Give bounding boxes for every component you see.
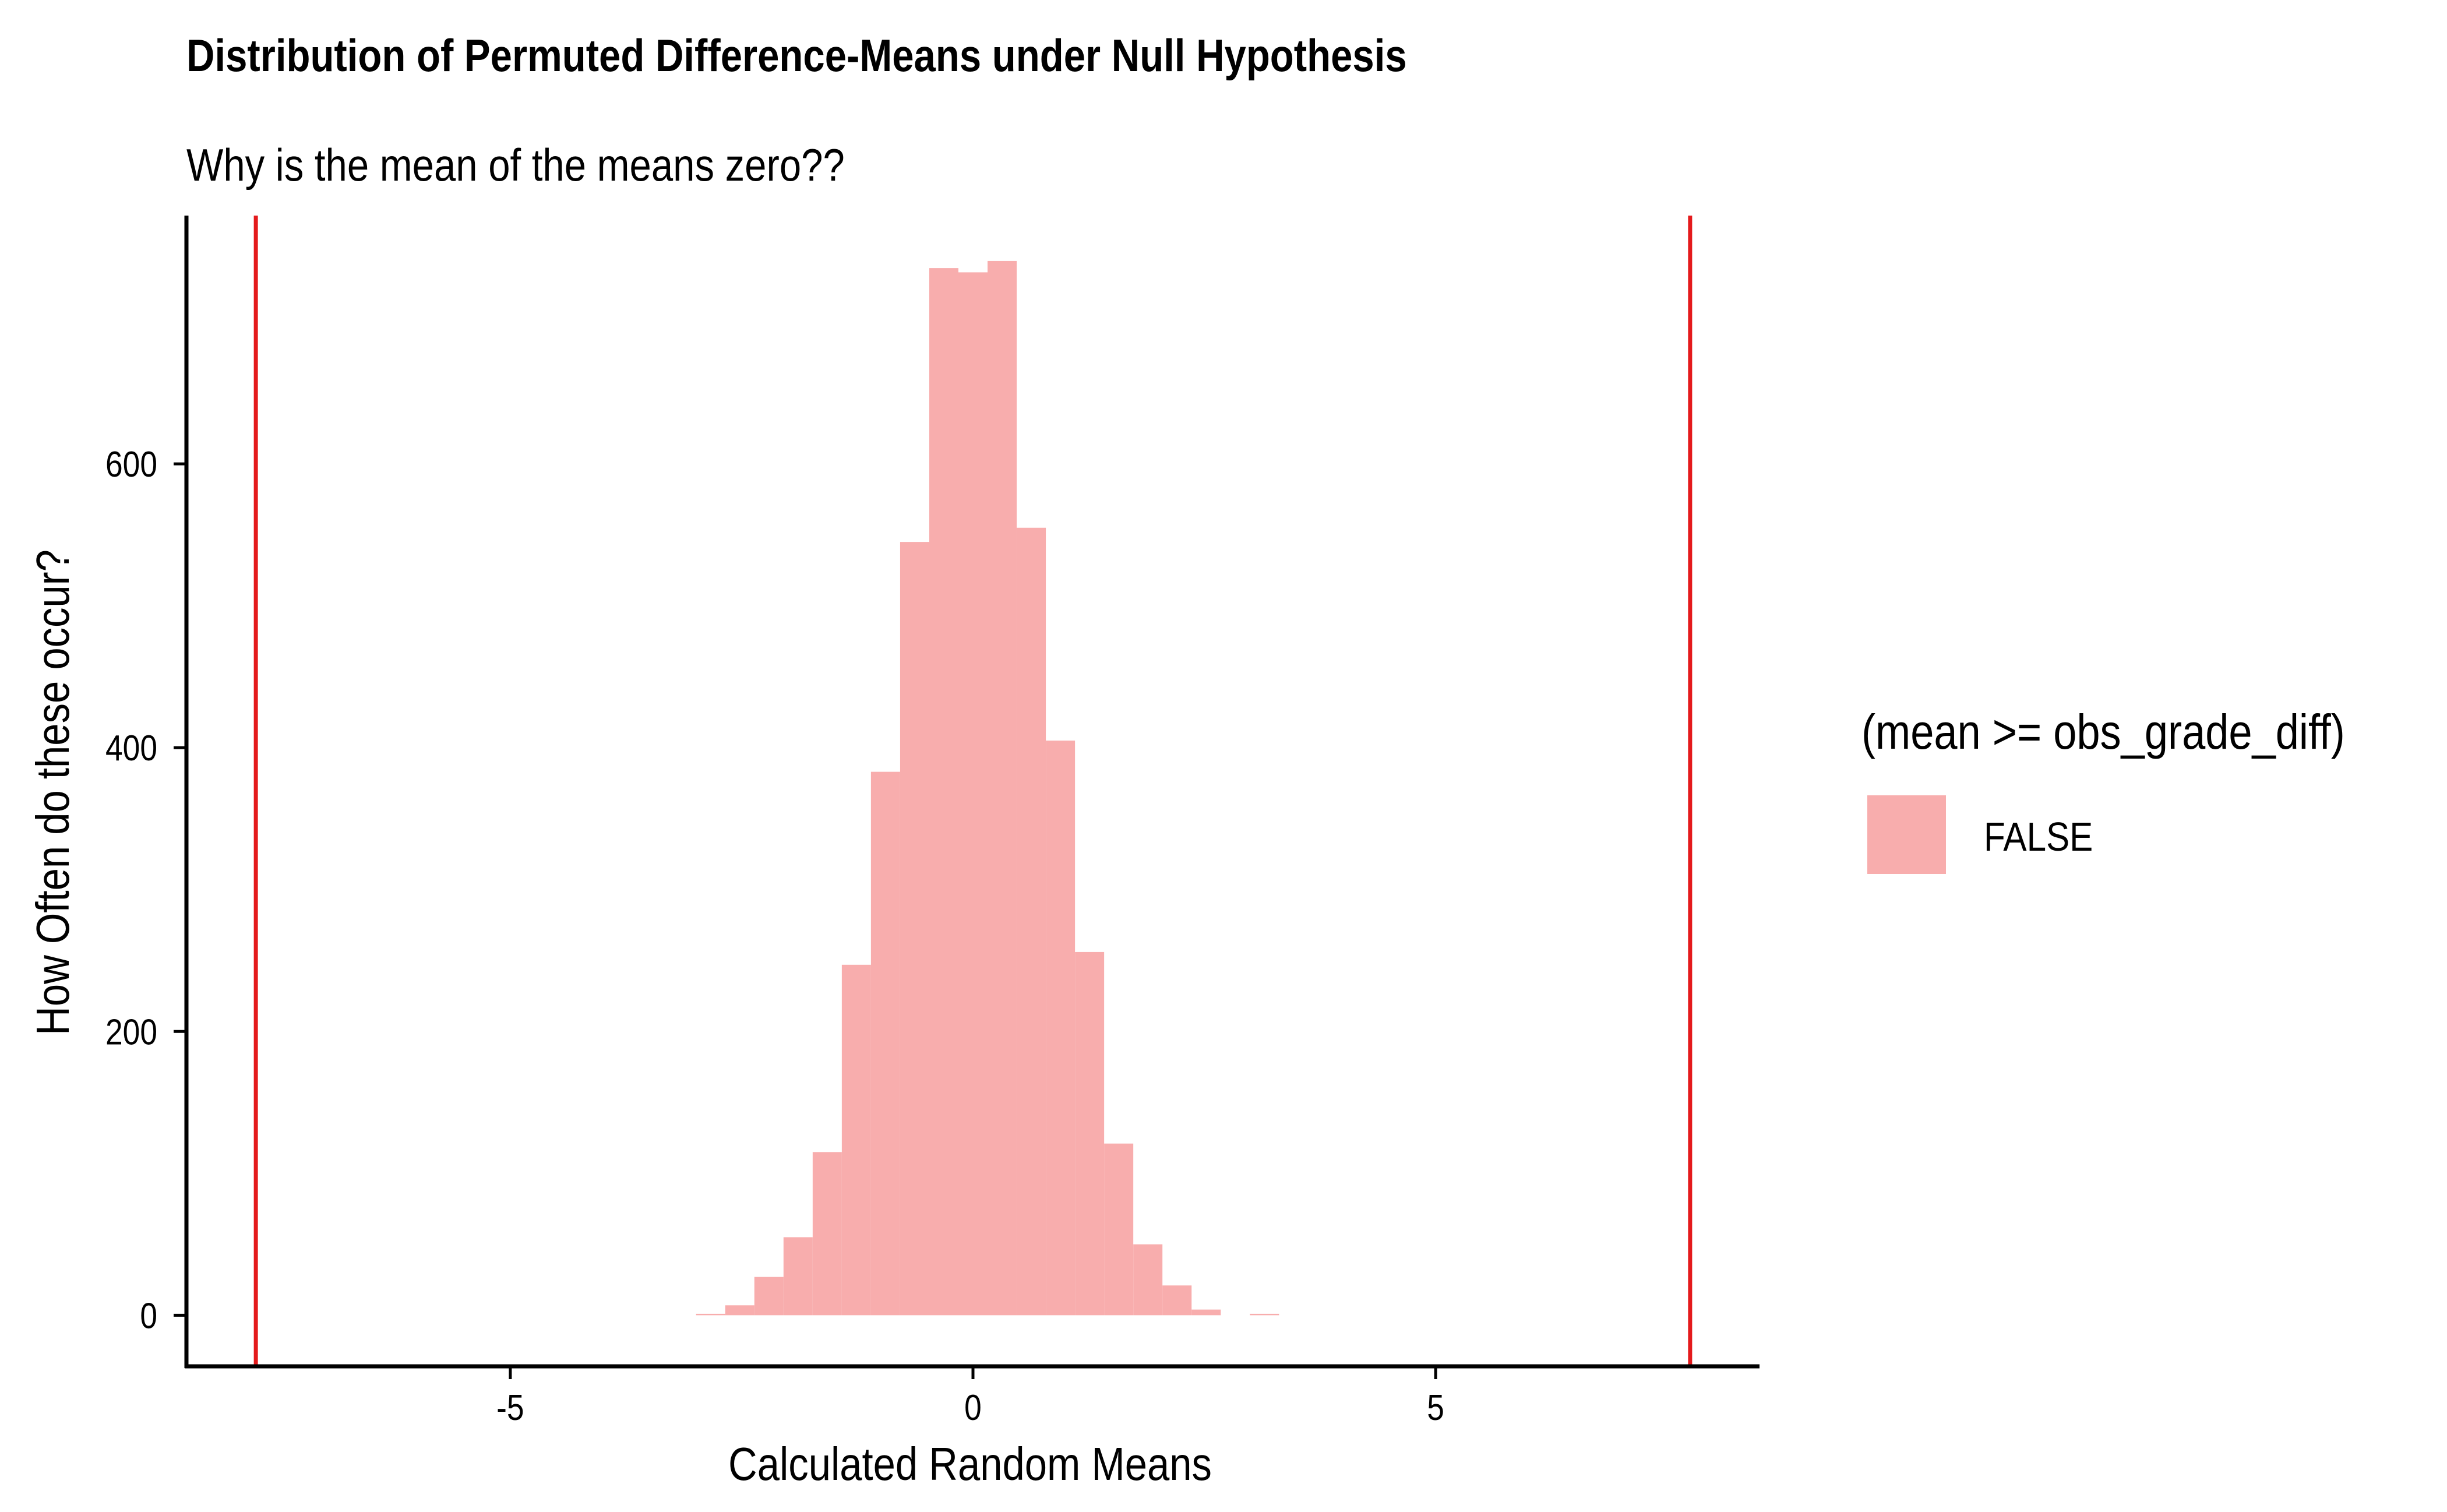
legend: (mean >= obs_grade_diff) FALSE <box>1861 704 2345 874</box>
histogram-bar <box>988 260 1017 1316</box>
y-tick-label: 200 <box>105 1013 157 1053</box>
histogram-bar <box>1104 1143 1134 1316</box>
y-tick-label: 400 <box>105 729 157 769</box>
histogram-bar <box>900 542 929 1316</box>
x-tick-label: -5 <box>496 1388 524 1428</box>
x-ticks: -5 0 5 <box>496 1366 1444 1428</box>
histogram-bars <box>696 260 1279 1316</box>
histogram-bar <box>870 771 900 1316</box>
x-tick-label: 5 <box>1427 1388 1444 1428</box>
x-axis-label: Calculated Random Means <box>728 1437 1212 1490</box>
histogram-bar <box>754 1277 784 1316</box>
legend-key-false <box>1867 795 1946 874</box>
histogram-bar <box>1191 1309 1221 1316</box>
histogram-bar <box>929 268 958 1316</box>
histogram-bar <box>725 1305 754 1316</box>
histogram-bar <box>783 1237 813 1316</box>
x-tick-label: 0 <box>964 1388 982 1428</box>
histogram-bar <box>1017 527 1046 1316</box>
histogram-bar <box>1075 951 1105 1316</box>
legend-title: (mean >= obs_grade_diff) <box>1861 704 2345 759</box>
chart-title: Distribution of Permuted Difference-Mean… <box>186 30 1407 81</box>
histogram-bar <box>1162 1285 1192 1316</box>
legend-label-false: FALSE <box>1984 814 2093 859</box>
histogram-bar <box>812 1152 842 1316</box>
y-axis-label: How Often do these occur? <box>26 549 79 1035</box>
histogram-bar <box>1250 1313 1279 1316</box>
histogram-bar <box>958 272 988 1316</box>
chart-subtitle: Why is the mean of the means zero?? <box>186 139 845 191</box>
histogram-bar <box>841 964 871 1316</box>
reference-lines <box>253 216 1693 1366</box>
y-ticks: 0 200 400 600 <box>105 445 186 1336</box>
histogram-bar <box>696 1313 725 1316</box>
histogram-bar <box>1046 741 1076 1316</box>
histogram-bar <box>1133 1244 1163 1316</box>
y-tick-label: 0 <box>140 1296 157 1337</box>
y-tick-label: 600 <box>105 445 157 485</box>
